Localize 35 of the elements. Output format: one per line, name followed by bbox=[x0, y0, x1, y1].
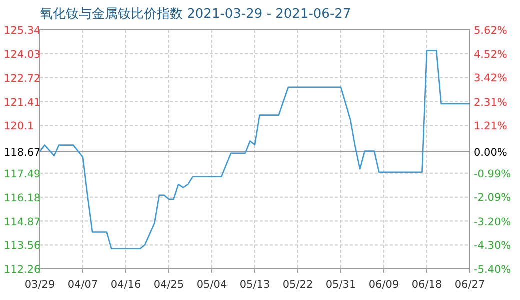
x-tick-label: 05/04 bbox=[196, 279, 228, 291]
y2-tick-label: 1.21% bbox=[474, 120, 508, 133]
y2-tick-label: 2.31% bbox=[474, 96, 508, 109]
x-tick-label: 05/13 bbox=[240, 279, 270, 291]
y-tick-label: 116.18 bbox=[4, 192, 41, 204]
x-tick-label: 03/29 bbox=[24, 279, 56, 291]
y2-tick-label: -2.09% bbox=[474, 192, 512, 204]
y2-tick-label: 4.52% bbox=[474, 48, 508, 61]
y2-tick-label: 3.42% bbox=[474, 72, 508, 85]
y-tick-label: 117.49 bbox=[4, 168, 41, 180]
chart-title: 氧化钕与金属钕比价指数 2021-03-29 - 2021-06-27 bbox=[40, 7, 352, 22]
y-tick-label: 124.03 bbox=[4, 48, 41, 61]
y-tick-label: 125.34 bbox=[4, 25, 42, 37]
y-tick-label: 112.26 bbox=[4, 264, 42, 276]
y-tick-label: 122.72 bbox=[4, 72, 41, 85]
y2-tick-label: -5.40% bbox=[474, 264, 512, 276]
x-tick-label: 04/16 bbox=[110, 279, 142, 291]
y-tick-label: 113.56 bbox=[4, 240, 42, 252]
y-tick-label: 121.41 bbox=[4, 96, 41, 109]
y-tick-label: 120.1 bbox=[4, 120, 34, 133]
y2-tick-label: 0.00% bbox=[474, 146, 508, 159]
x-tick-label: 04/07 bbox=[68, 279, 98, 291]
x-tick-label: 05/22 bbox=[282, 279, 314, 291]
x-tick-label: 06/09 bbox=[368, 279, 400, 291]
x-tick-label: 05/31 bbox=[326, 279, 356, 291]
y-tick-label: 114.87 bbox=[4, 216, 41, 228]
x-tick-label: 04/25 bbox=[154, 279, 184, 291]
line-series bbox=[39, 50, 471, 250]
x-tick-label: 06/27 bbox=[454, 279, 486, 291]
y2-tick-label: -3.20% bbox=[474, 216, 512, 228]
y-tick-label: 118.67 bbox=[4, 146, 41, 159]
y2-tick-label: -0.99% bbox=[474, 168, 512, 180]
y2-tick-label: -4.30% bbox=[474, 240, 512, 252]
y2-tick-label: 5.62% bbox=[474, 25, 508, 37]
x-tick-label: 06/18 bbox=[412, 279, 442, 291]
